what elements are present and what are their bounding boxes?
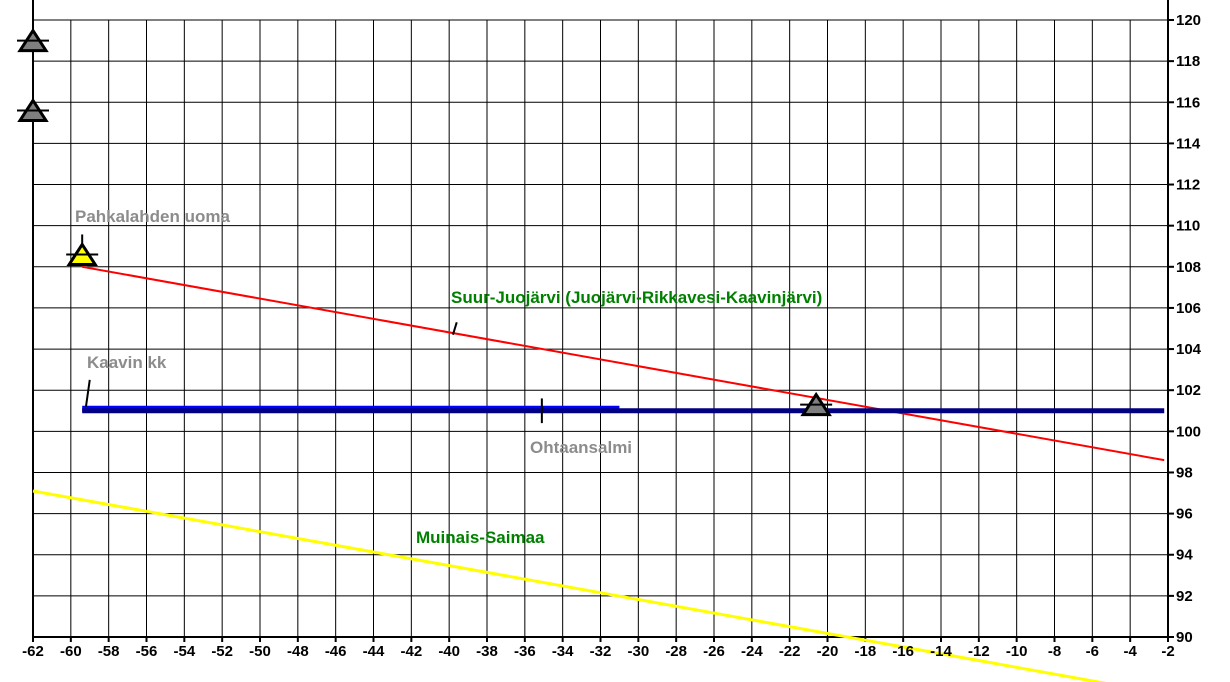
y-tick-label: 106 <box>1176 300 1201 317</box>
x-tick-label: -8 <box>1048 643 1061 660</box>
y-tick-label: 92 <box>1176 588 1193 605</box>
x-tick-label: -52 <box>211 643 233 660</box>
y-tick-label: 108 <box>1176 259 1201 276</box>
x-tick-label: -60 <box>60 643 82 660</box>
y-tick-label: 112 <box>1176 177 1200 194</box>
y-tick-label: 104 <box>1176 341 1202 358</box>
x-tick-label: -38 <box>476 643 498 660</box>
x-tick-label: -58 <box>98 643 120 660</box>
markers-layer <box>17 27 833 424</box>
x-tick-label: -62 <box>22 643 44 660</box>
x-tick-label: -32 <box>590 643 612 660</box>
x-tick-label: -40 <box>438 643 460 660</box>
annotations-layer: Pahkalahden uoma Suur-Juojärvi (Juojärvi… <box>75 207 822 547</box>
y-tick-label: 118 <box>1176 53 1200 70</box>
y-tick-label: 116 <box>1176 94 1200 111</box>
series-layer <box>32 265 1165 682</box>
x-tick-label: -36 <box>514 643 536 660</box>
x-tick-label: -14 <box>930 643 952 660</box>
x-tick-label: -42 <box>400 643 422 660</box>
x-tick-label: -2 <box>1161 643 1174 660</box>
x-tick-label: -22 <box>779 643 801 660</box>
annotation-ohtaansalmi: Ohtaansalmi <box>530 438 632 457</box>
annotation-pahkalahden-uoma: Pahkalahden uoma <box>75 207 230 226</box>
annotation-kaavin-kk: Kaavin kk <box>87 353 167 372</box>
y-tick-label: 100 <box>1176 423 1201 440</box>
leader-suur-juojarvi <box>451 322 458 335</box>
x-tick-label: -28 <box>665 643 687 660</box>
y-tick-label: 110 <box>1176 218 1200 235</box>
tick-labels: -62 -60 -58 -56 -54 -52 -50 -48 -46 -44 -42 -40 -38-… <box>22 12 1202 660</box>
grid <box>32 0 1174 642</box>
series-line-suur-juojarvi <box>82 265 1165 462</box>
y-tick-label: 96 <box>1176 506 1193 523</box>
x-tick-label: -46 <box>325 643 347 660</box>
y-tick-label: 90 <box>1176 629 1193 646</box>
x-tick-label: -26 <box>703 643 725 660</box>
y-tick-label: 114 <box>1176 135 1201 152</box>
annotation-muinais-saimaa: Muinais-Saimaa <box>416 528 545 547</box>
series-line-muinais-saimaa <box>32 489 1107 682</box>
y-tick-label: 120 <box>1176 12 1201 29</box>
x-tick-label: -44 <box>363 643 385 660</box>
x-tick-label: -12 <box>968 643 990 660</box>
x-tick-label: -30 <box>627 643 649 660</box>
x-tick-label: -4 <box>1123 643 1137 660</box>
x-tick-label: -6 <box>1086 643 1099 660</box>
x-tick-label: -16 <box>892 643 914 660</box>
x-tick-label: -54 <box>173 643 195 660</box>
y-tick-label: 98 <box>1176 464 1193 481</box>
annotation-suur-juojarvi: Suur-Juojärvi (Juojärvi-Rikkavesi-Kaavin… <box>451 288 822 307</box>
x-tick-label: -48 <box>287 643 309 660</box>
x-tick-label: -18 <box>854 643 876 660</box>
x-tick-label: -10 <box>1006 643 1028 660</box>
x-tick-label: -24 <box>741 643 763 660</box>
leader-kaavin <box>84 379 91 407</box>
x-tick-label: -56 <box>136 643 158 660</box>
y-tick-label: 94 <box>1176 547 1193 564</box>
x-tick-label: -20 <box>817 643 839 660</box>
x-tick-label: -50 <box>249 643 271 660</box>
y-tick-label: 102 <box>1176 382 1201 399</box>
x-tick-label: -34 <box>552 643 574 660</box>
